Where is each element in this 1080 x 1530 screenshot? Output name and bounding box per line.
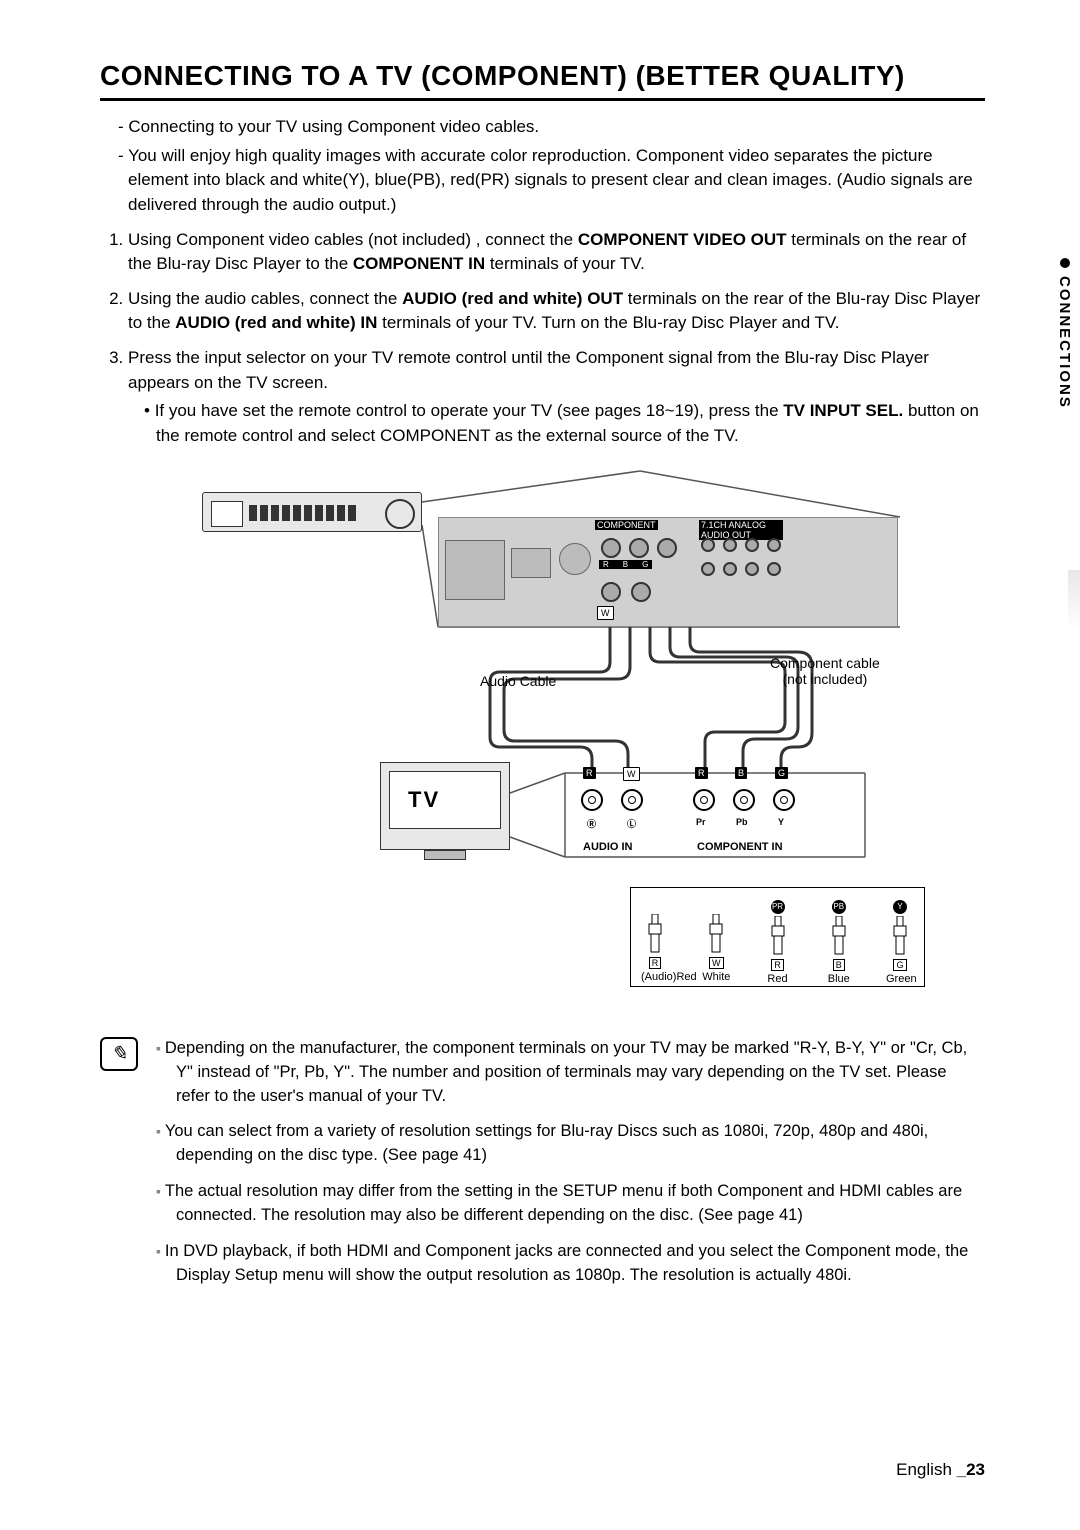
- tv-stand: [424, 850, 466, 860]
- audio-in-label: AUDIO IN: [583, 841, 633, 853]
- component-in-label: COMPONENT IN: [697, 841, 783, 853]
- connection-diagram: COMPONENT R B G R W 7.1CH ANALOG AUDIO O…: [180, 467, 925, 997]
- note-item: The actual resolution may differ from th…: [156, 1180, 985, 1228]
- intro-list: Connecting to your TV using Component vi…: [118, 115, 985, 218]
- intro-item: You will enjoy high quality images with …: [118, 144, 985, 218]
- jack-letter: B: [623, 560, 628, 569]
- note-item: Depending on the manufacturer, the compo…: [156, 1037, 985, 1109]
- legend-plug: PR R Red: [764, 900, 792, 985]
- step-item: Press the input selector on your TV remo…: [128, 346, 985, 449]
- step-bold: COMPONENT IN: [353, 254, 485, 273]
- step-text: Using Component video cables (not includ…: [128, 230, 578, 249]
- audio-jack-r: [581, 789, 603, 811]
- footer-page-number: _23: [957, 1460, 985, 1479]
- page-heading: CONNECTING TO A TV (COMPONENT) (BETTER Q…: [100, 60, 985, 101]
- port-tiny-label: Pb: [736, 817, 748, 827]
- legend-plug: R (Audio)Red: [641, 900, 669, 985]
- port-tiny-label: Y: [778, 817, 784, 827]
- notes-block: ✎ Depending on the manufacturer, the com…: [100, 1037, 985, 1300]
- side-section-label: CONNECTIONS: [1056, 276, 1073, 409]
- note-item: You can select from a variety of resolut…: [156, 1120, 985, 1168]
- component-jack-pr: [693, 789, 715, 811]
- jack-letter: W: [623, 767, 640, 781]
- step-sub: If you have set the remote control to op…: [144, 399, 985, 448]
- player-rear-panel: COMPONENT R B G R W 7.1CH ANALOG AUDIO O…: [438, 517, 898, 627]
- jack-letter: B: [735, 767, 747, 779]
- tv-icon: [380, 762, 510, 850]
- rear-label: COMPONENT: [595, 520, 658, 530]
- component-cable-label: Component cable(not included): [770, 655, 880, 687]
- step-text: terminals of your TV. Turn on the Blu-ra…: [377, 313, 839, 332]
- note-icon: ✎: [100, 1037, 138, 1071]
- jack-letter: R: [695, 767, 708, 779]
- footer-lang: English: [896, 1460, 956, 1479]
- tv-connector-panel: R Ⓡ W Ⓛ R Pr B Pb G: [565, 765, 865, 860]
- component-jack-y: [773, 789, 795, 811]
- note-list: Depending on the manufacturer, the compo…: [156, 1037, 985, 1300]
- note-item: In DVD playback, if both HDMI and Compon…: [156, 1240, 985, 1288]
- component-jack-pb: [733, 789, 755, 811]
- cable-legend: R (Audio)Red W White PR R Red PB B Blue: [630, 887, 925, 987]
- audio-cable-label: Audio Cable: [480, 673, 556, 689]
- jack-letter: R: [583, 767, 596, 779]
- rear-label: 7.1CH ANALOG AUDIO OUT: [699, 520, 783, 540]
- tv-label: TV: [408, 787, 440, 813]
- legend-plug: W White: [702, 900, 730, 985]
- step-text: If you have set the remote control to op…: [155, 401, 784, 420]
- jack-letter: R: [603, 560, 609, 569]
- step-bold: AUDIO (red and white) OUT: [402, 289, 623, 308]
- page-footer: English _23: [896, 1460, 985, 1480]
- step-text: terminals of your TV.: [485, 254, 645, 273]
- jack-letter: W: [597, 606, 614, 620]
- side-fade: [1068, 570, 1080, 630]
- legend-plug: Y G Green: [886, 900, 914, 985]
- audio-jack-l: [621, 789, 643, 811]
- jack-letter: G: [642, 560, 648, 569]
- jack-letter: G: [775, 767, 788, 779]
- step-text: Press the input selector on your TV remo…: [128, 348, 929, 392]
- steps-list: Using Component video cables (not includ…: [128, 228, 985, 449]
- step-item: Using the audio cables, connect the AUDI…: [128, 287, 985, 336]
- step-bold: TV INPUT SEL.: [783, 401, 903, 420]
- step-text: Using the audio cables, connect the: [128, 289, 402, 308]
- side-tab: CONNECTIONS: [1038, 258, 1080, 578]
- side-bullet-icon: [1060, 258, 1070, 268]
- intro-item: Connecting to your TV using Component vi…: [118, 115, 985, 140]
- step-item: Using Component video cables (not includ…: [128, 228, 985, 277]
- port-tiny-label: Pr: [696, 817, 706, 827]
- step-bold: COMPONENT VIDEO OUT: [578, 230, 787, 249]
- legend-plug: PB B Blue: [825, 900, 853, 985]
- step-bold: AUDIO (red and white) IN: [175, 313, 377, 332]
